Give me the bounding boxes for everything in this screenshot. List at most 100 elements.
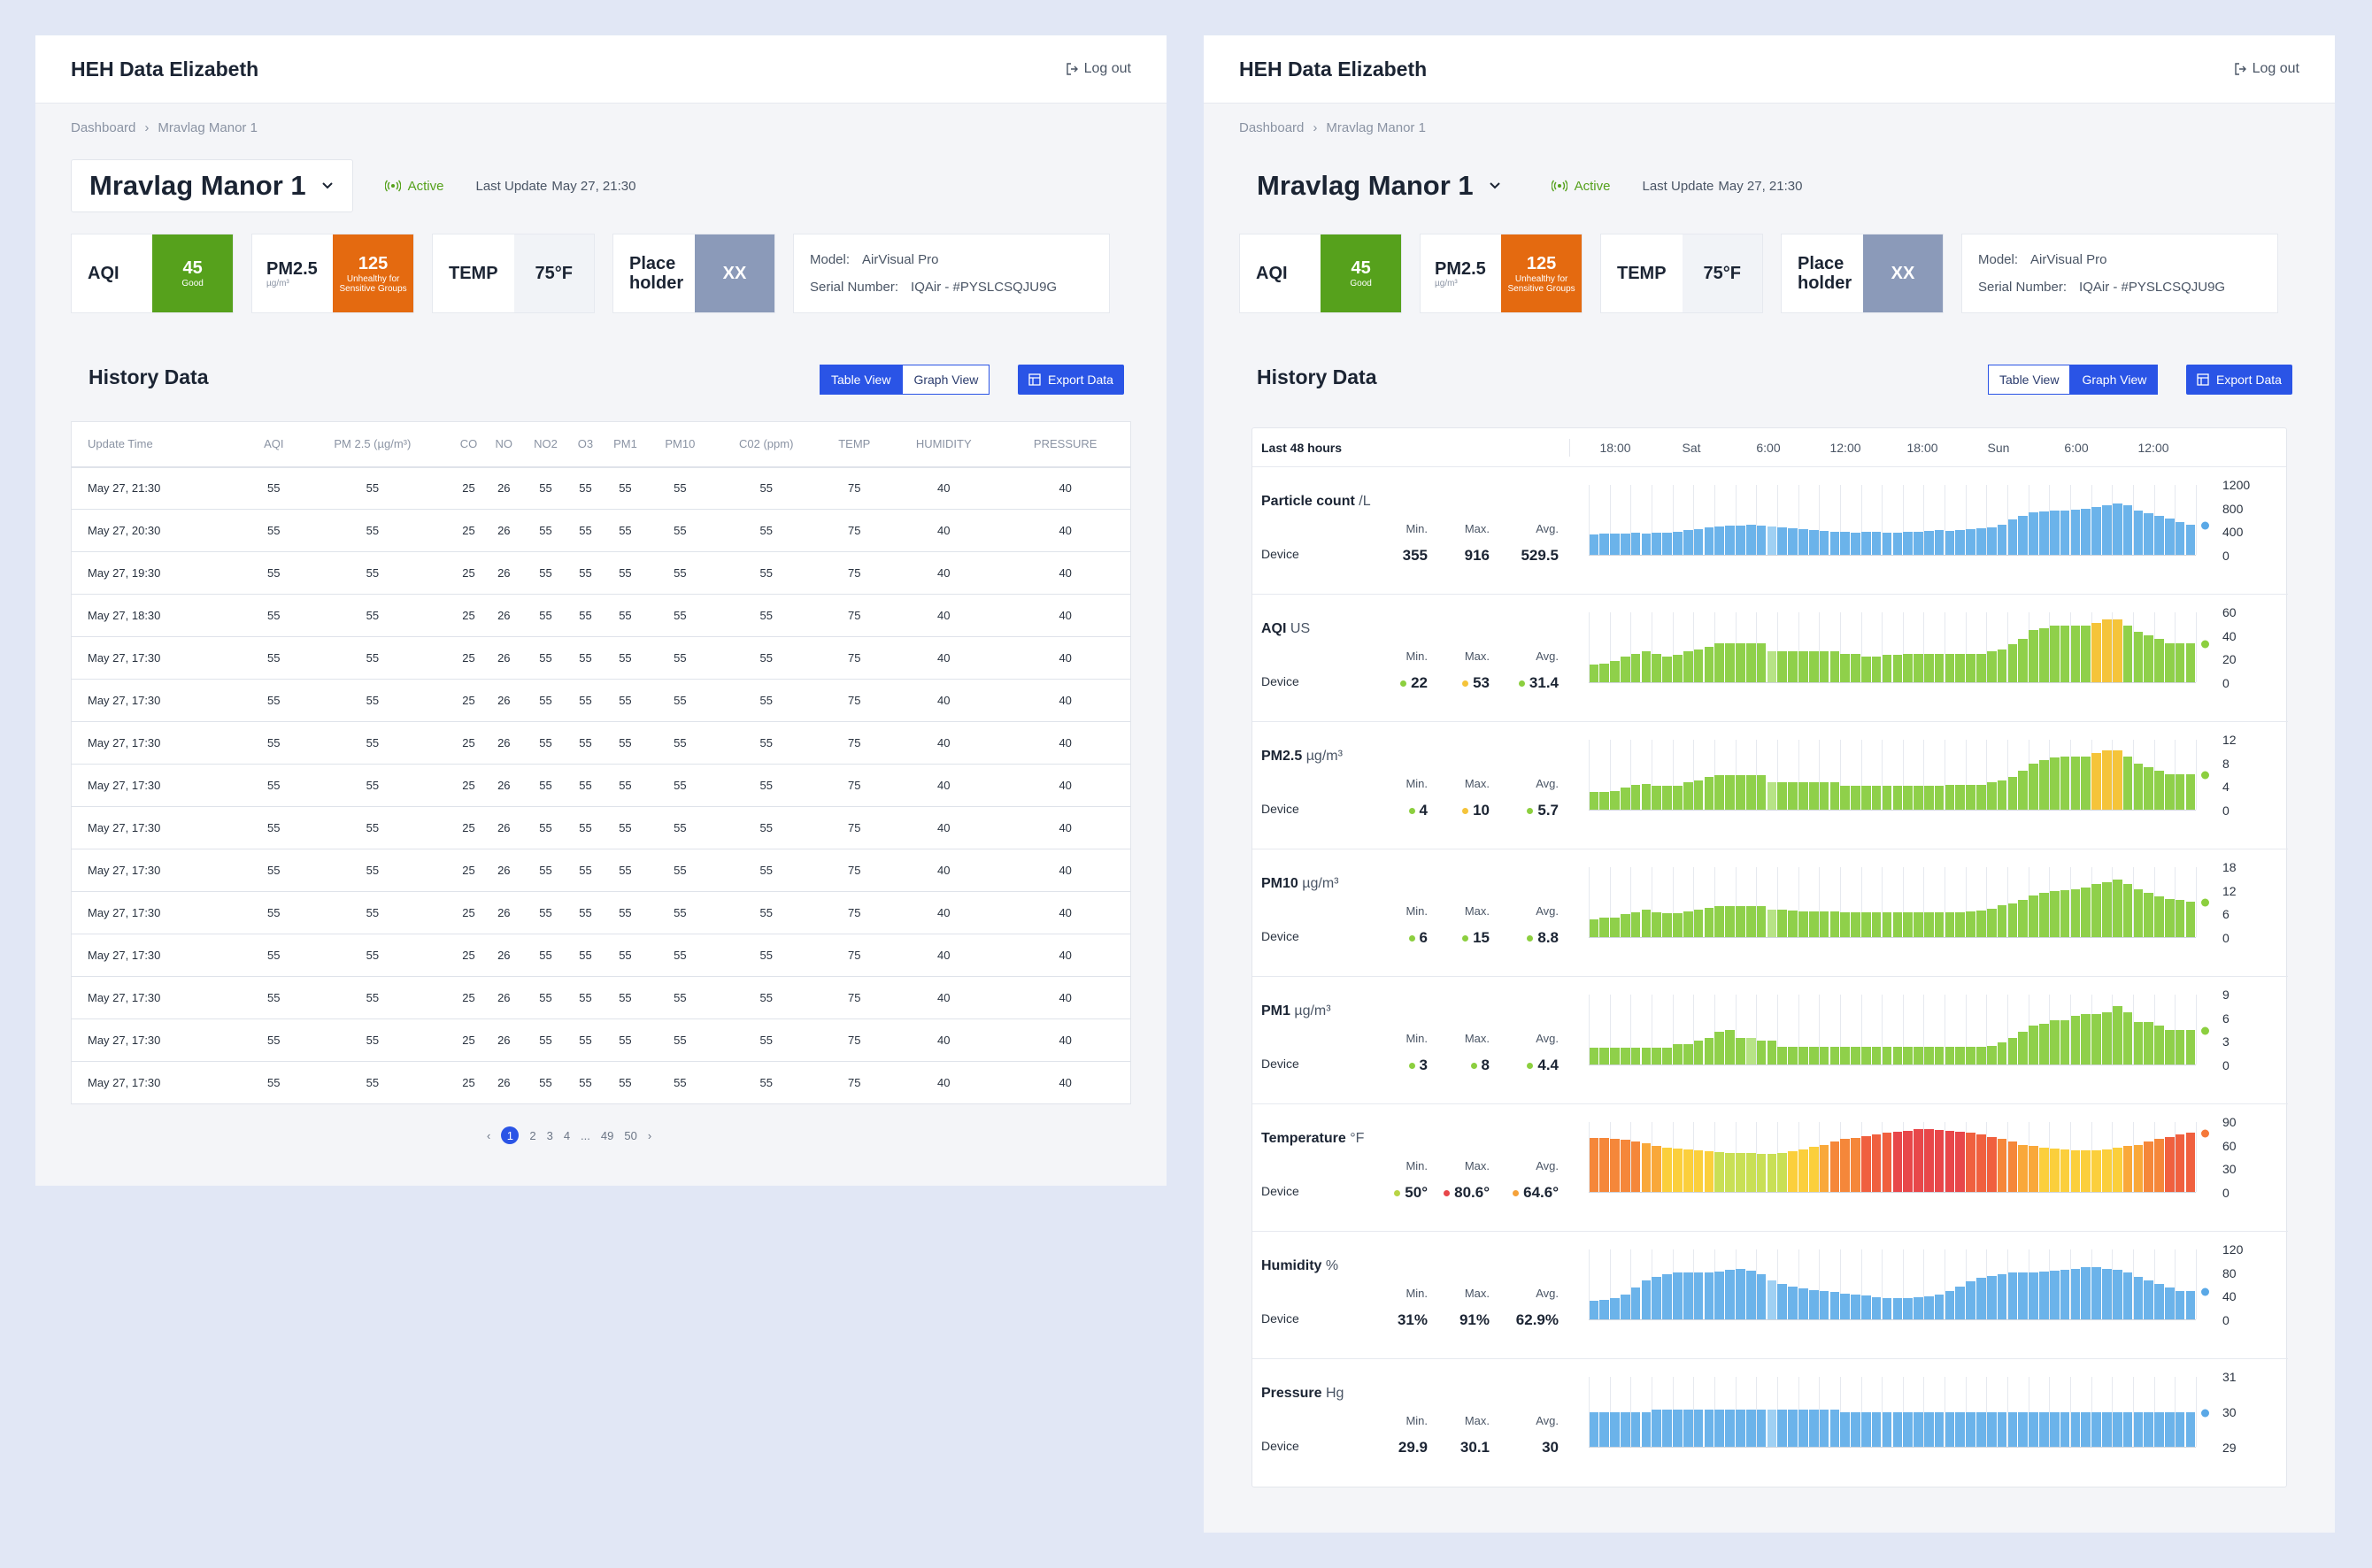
bar[interactable] [1882,655,1892,682]
bar[interactable] [2102,750,2112,810]
device-selector[interactable]: Mravlag Manor 1 [1239,159,1520,212]
bar[interactable] [1673,1043,1683,1065]
bar[interactable] [1610,534,1620,555]
bar[interactable] [1704,777,1714,810]
bar[interactable] [2060,626,2070,682]
bar[interactable] [2081,1014,2091,1065]
bar[interactable] [2039,1272,2049,1319]
bar[interactable] [2144,1022,2153,1065]
bar[interactable] [2185,524,2196,555]
bar[interactable] [1662,533,1672,555]
bar[interactable] [1882,1047,1892,1065]
bar[interactable] [2122,1272,2133,1319]
bar[interactable] [1945,1411,1955,1447]
bar[interactable] [2185,902,2196,937]
bar[interactable] [1736,775,1745,810]
bar[interactable] [1819,1410,1829,1447]
bar[interactable] [1756,775,1767,810]
bar[interactable] [1976,1411,1986,1447]
bar[interactable] [1662,786,1672,810]
table-row[interactable]: May 27, 17:30 55 55 25 26 55 55 55 55 55 75 40 40 [71,636,1131,680]
bar[interactable] [2091,753,2101,810]
bar[interactable] [1871,1047,1882,1065]
bar[interactable] [1871,1411,1882,1447]
bar[interactable] [1767,909,1777,937]
bar[interactable] [2154,1411,2164,1447]
bar[interactable] [1914,1411,1923,1447]
bar[interactable] [1693,1041,1704,1065]
bar[interactable] [1756,1154,1767,1192]
bar[interactable] [1934,786,1945,810]
bar[interactable] [1589,919,1599,937]
bar[interactable] [2039,1023,2049,1065]
bar[interactable] [1966,911,1975,937]
bar[interactable] [1673,1272,1683,1319]
bar[interactable] [2185,774,2196,810]
bar[interactable] [1986,909,1997,937]
bar[interactable] [2122,505,2133,555]
bar[interactable] [1851,654,1860,682]
bar[interactable] [1788,1286,1798,1319]
bar[interactable] [2091,1149,2101,1192]
bar[interactable] [1819,1047,1829,1065]
bar[interactable] [1736,1269,1745,1319]
bar[interactable] [1777,651,1788,682]
bar[interactable] [1851,912,1860,937]
bar[interactable] [1955,911,1966,937]
bar[interactable] [2029,630,2038,682]
bar[interactable] [1798,911,1808,937]
bar[interactable] [1777,782,1788,810]
bar[interactable] [1986,1275,1997,1319]
bar[interactable] [2144,513,2153,555]
breadcrumb-dashboard[interactable]: Dashboard [71,120,136,135]
bar[interactable] [1892,1411,1903,1447]
bar[interactable] [1736,525,1745,555]
bar[interactable] [2070,888,2081,937]
bar[interactable] [2133,1022,2144,1065]
bar[interactable] [2007,776,2018,810]
bar[interactable] [1652,1410,1662,1447]
bar[interactable] [1630,1048,1641,1065]
bar[interactable] [1851,1047,1860,1065]
bar[interactable] [1745,643,1756,682]
table-row[interactable]: May 27, 17:30 55 55 25 26 55 55 55 55 55 75 40 40 [71,849,1131,892]
bar[interactable] [1934,1411,1945,1447]
bar[interactable] [1808,651,1819,682]
bar[interactable] [2081,1267,2091,1319]
bar[interactable] [1714,643,1725,682]
bar[interactable] [1673,786,1683,810]
bar[interactable] [1976,1047,1986,1065]
bar[interactable] [1589,1048,1599,1065]
bar[interactable] [2049,626,2060,682]
bar[interactable] [1693,1410,1704,1447]
bar[interactable] [1882,786,1892,810]
bar[interactable] [2081,508,2091,555]
bar[interactable] [1882,1133,1892,1192]
bar[interactable] [2029,895,2038,937]
table-row[interactable]: May 27, 20:30 55 55 25 26 55 55 55 55 55 75 40 40 [71,509,1131,552]
bar[interactable] [1798,1047,1808,1065]
bar[interactable] [1641,1280,1652,1319]
bar[interactable] [1589,1411,1599,1447]
table-view-button[interactable]: Table View [1988,365,2071,395]
bar[interactable] [1861,532,1871,555]
bar[interactable] [2122,884,2133,937]
bar[interactable] [2070,626,2081,682]
bar[interactable] [1903,1411,1913,1447]
bar[interactable] [1882,912,1892,937]
bar[interactable] [1683,1149,1693,1192]
bar[interactable] [2175,1411,2185,1447]
bar[interactable] [1714,1031,1725,1065]
bar[interactable] [2081,1411,2091,1447]
bar[interactable] [2081,1149,2091,1192]
bar[interactable] [1620,787,1630,810]
bar[interactable] [1777,1410,1788,1447]
bar[interactable] [1829,1047,1840,1065]
bar[interactable] [2175,522,2185,555]
bar[interactable] [2018,1031,2029,1065]
bar[interactable] [1714,775,1725,810]
bar[interactable] [1966,529,1975,555]
bar[interactable] [1892,1298,1903,1319]
bar[interactable] [1997,1042,2007,1065]
bar[interactable] [1714,527,1725,555]
